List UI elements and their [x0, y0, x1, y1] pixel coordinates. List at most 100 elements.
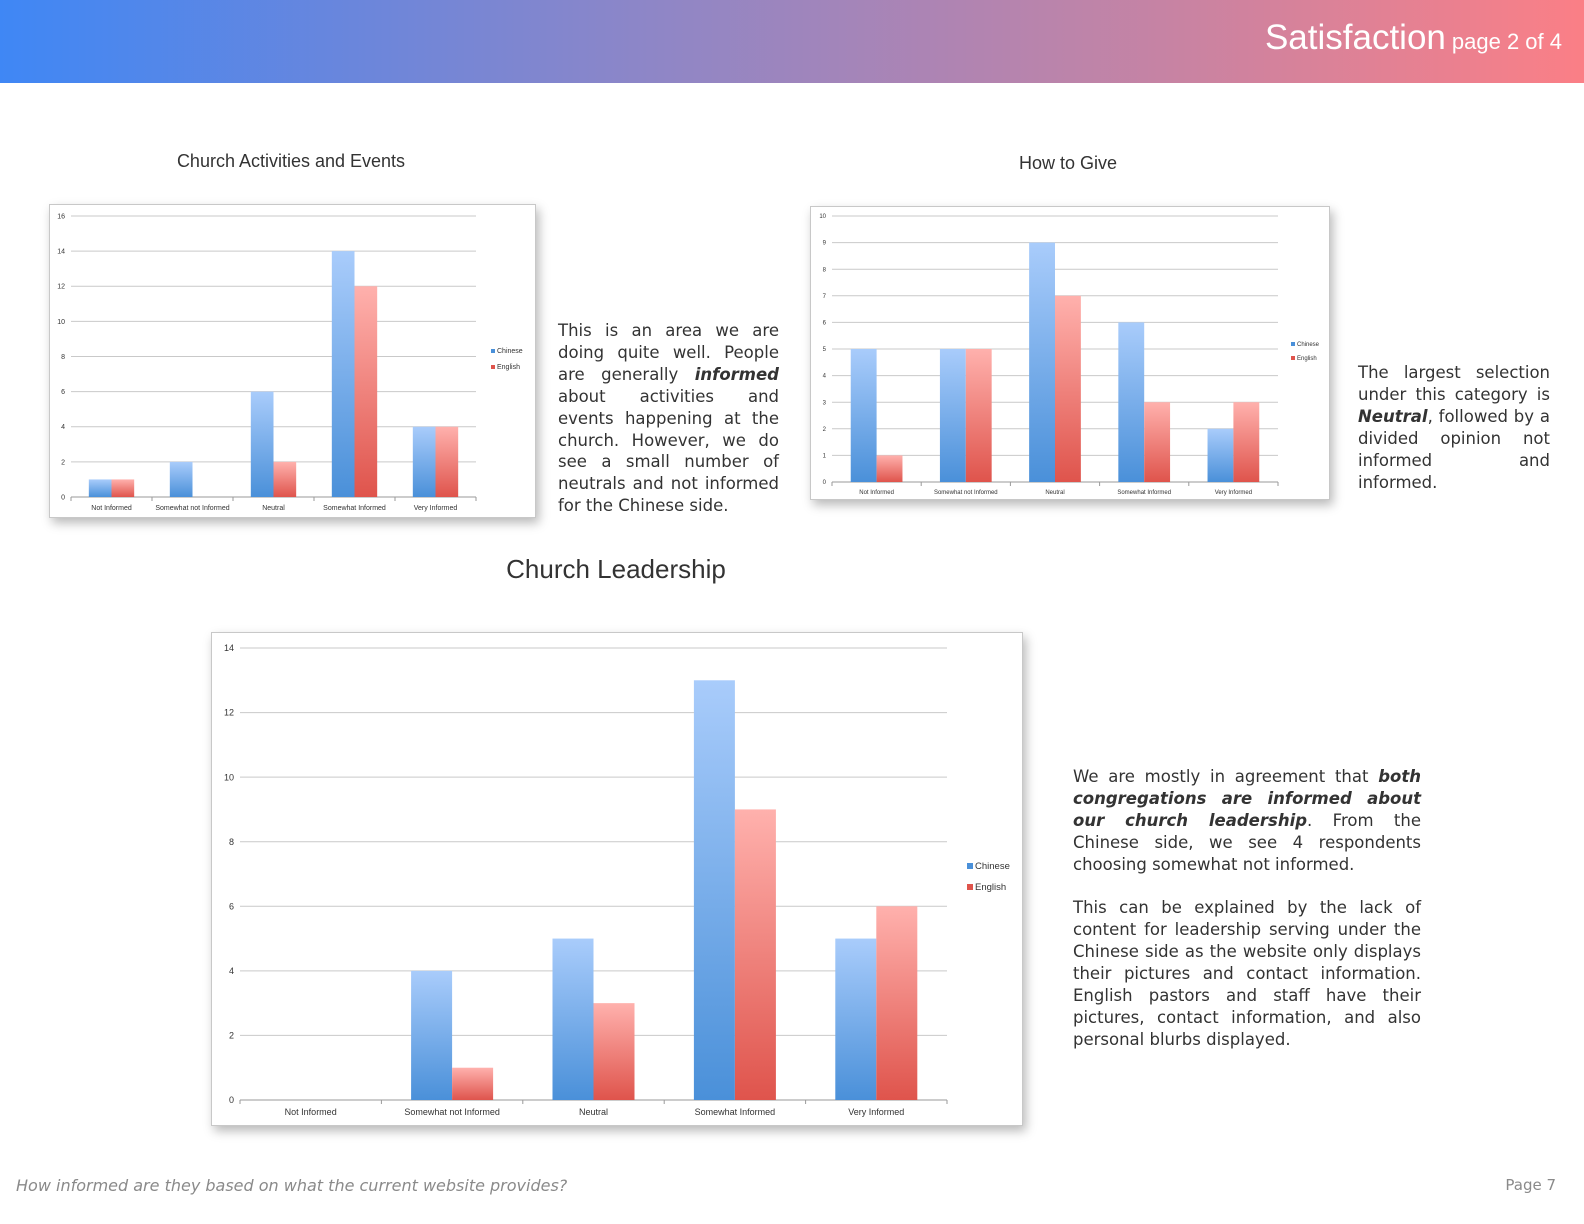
bar-chinese: [88, 479, 112, 497]
page-number: Page 7: [1505, 1176, 1556, 1194]
y-tick-label: 14: [224, 643, 234, 653]
y-tick-label: 10: [224, 772, 234, 782]
y-tick-label: 14: [57, 249, 65, 256]
bar-english: [1144, 402, 1171, 482]
bar-english: [965, 349, 992, 482]
bar-chinese: [552, 938, 594, 1100]
y-tick-label: 0: [823, 480, 827, 486]
y-tick-label: 2: [823, 427, 827, 433]
chart-title-leadership: Church Leadership: [506, 554, 726, 584]
bar-chinese: [850, 349, 877, 482]
bar-chinese: [939, 349, 966, 482]
section-page-indicator: page 2 of 4: [1451, 29, 1562, 54]
y-tick-label: 4: [823, 374, 827, 380]
y-tick-label: 7: [823, 294, 827, 300]
chart-svg: 0 1 2 3 4 5 6 7 8 9 10 Not Informed Somewhat not Inf…: [819, 214, 1320, 496]
legend-label-english: English: [975, 882, 1006, 893]
bar-english: [876, 455, 903, 482]
x-category-label: Not Informed: [859, 490, 894, 496]
y-tick-label: 0: [61, 494, 65, 501]
bar-english: [1055, 295, 1081, 482]
y-tick-label: 0: [229, 1095, 234, 1105]
legend-swatch-english: [1291, 356, 1295, 360]
y-tick-label: 3: [823, 400, 827, 406]
y-tick-label: 6: [823, 321, 827, 327]
chart-title-how-to-give: How to Give: [1018, 153, 1118, 173]
bar-english: [435, 426, 459, 497]
header-banner: Satisfaction page 2 of 4: [0, 0, 1584, 83]
y-tick-label: 8: [229, 837, 234, 847]
bar-english: [273, 461, 297, 497]
how-to-give-paragraph: The largest selection under this categor…: [1358, 363, 1550, 492]
y-tick-label: 6: [229, 901, 234, 911]
y-tick-label: 4: [61, 424, 65, 431]
bar-chinese: [1029, 242, 1055, 482]
x-category-label: Somewhat Informed: [695, 1107, 776, 1117]
leadership-paragraph-1: We are mostly in agreement that both con…: [1073, 767, 1421, 874]
legend-swatch-english: [491, 365, 495, 369]
bar-english: [734, 809, 776, 1100]
legend-label-english: English: [497, 364, 520, 371]
bar-english: [452, 1067, 494, 1100]
x-category-label: Very Informed: [1215, 490, 1252, 496]
y-tick-label: 4: [229, 966, 234, 976]
legend-label-chinese: Chinese: [497, 348, 523, 355]
y-tick-label: 2: [229, 1031, 234, 1041]
x-category-label: Neutral: [1045, 490, 1064, 496]
y-tick-label: 12: [57, 284, 65, 291]
legend-label-chinese: Chinese: [975, 861, 1010, 872]
bar-chinese: [331, 251, 355, 497]
y-tick-label: 8: [61, 354, 65, 361]
y-tick-label: 5: [823, 347, 827, 353]
legend-swatch-english: [967, 884, 973, 890]
x-category-label: Somewhat Informed: [1117, 490, 1171, 496]
x-category-label: Not Informed: [91, 505, 132, 512]
y-tick-label: 10: [819, 214, 826, 220]
bar-chinese: [412, 426, 436, 497]
bar-english: [593, 1003, 635, 1100]
bar-chinese: [693, 680, 735, 1100]
x-category-label: Somewhat not Informed: [404, 1107, 500, 1117]
legend-swatch-chinese: [491, 349, 495, 353]
y-tick-label: 10: [57, 319, 65, 326]
bar-chinese: [250, 391, 274, 497]
chart-activities: 0 2 4 6 8 10 12 14 16 Not Informed Somewhat not In…: [49, 204, 536, 518]
legend-swatch-chinese: [1291, 342, 1295, 346]
bar-english: [354, 286, 378, 497]
legend-swatch-chinese: [967, 863, 973, 869]
x-category-label: Somewhat Informed: [323, 505, 386, 512]
bar-chinese: [169, 461, 193, 497]
chart-svg: 0 2 4 6 8 10 12 14 16 Not Informed Somewhat not In…: [57, 213, 523, 512]
x-category-label: Very Informed: [414, 505, 458, 512]
page-title: Satisfaction page 2 of 4: [1265, 18, 1562, 58]
y-tick-label: 6: [61, 389, 65, 396]
y-tick-label: 2: [61, 459, 65, 466]
bar-chinese: [835, 938, 877, 1100]
x-category-label: Not Informed: [285, 1107, 337, 1117]
chart-svg: 0 2 4 6 8 10 12 14 Not Informed Somewhat not Info…: [224, 643, 1010, 1117]
leadership-paragraph-2: This can be explained by the lack of con…: [1073, 898, 1421, 1049]
bar-chinese: [1207, 428, 1234, 482]
leadership-paragraph: We are mostly in agreement that both con…: [1073, 766, 1421, 1051]
y-tick-label: 8: [823, 267, 827, 273]
bar-chinese: [411, 970, 453, 1100]
x-category-label: Very Informed: [848, 1107, 904, 1117]
x-category-label: Somewhat not Informed: [155, 505, 229, 512]
bar-chinese: [1118, 322, 1145, 482]
legend-label-english: English: [1297, 356, 1317, 362]
y-tick-label: 12: [224, 708, 234, 718]
section-title: Satisfaction: [1264, 18, 1446, 57]
chart-leadership: 0 2 4 6 8 10 12 14 Not Informed Somewhat not Info…: [211, 632, 1023, 1126]
x-category-label: Neutral: [262, 505, 285, 512]
bar-english: [111, 479, 135, 497]
activities-paragraph: This is an area we are doing quite well.…: [558, 321, 779, 516]
x-category-label: Somewhat not Informed: [934, 490, 998, 496]
chart-title-activities: Church Activities and Events: [176, 151, 406, 171]
footer-question: How informed are they based on what the …: [16, 1176, 568, 1195]
y-tick-label: 16: [57, 213, 65, 220]
chart-how-to-give: 0 1 2 3 4 5 6 7 8 9 10 Not Informed Somewhat not Inf…: [810, 206, 1330, 500]
legend-label-chinese: Chinese: [1297, 342, 1320, 348]
bar-english: [1233, 402, 1260, 482]
y-tick-label: 1: [823, 454, 827, 460]
x-category-label: Neutral: [579, 1107, 608, 1117]
